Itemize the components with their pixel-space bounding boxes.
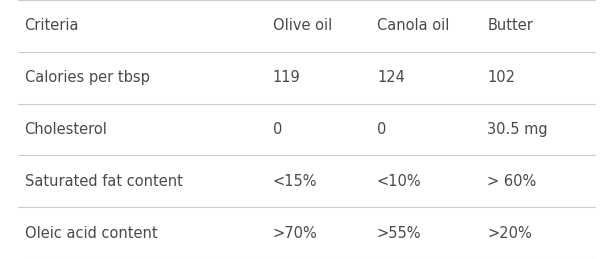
Text: >20%: >20% [487, 226, 532, 241]
Text: > 60%: > 60% [487, 174, 536, 189]
Text: 30.5 mg: 30.5 mg [487, 122, 548, 137]
Text: Calories per tbsp: Calories per tbsp [25, 70, 150, 85]
Text: 102: 102 [487, 70, 516, 85]
Text: Saturated fat content: Saturated fat content [25, 174, 183, 189]
Text: Oleic acid content: Oleic acid content [25, 226, 157, 241]
Text: Olive oil: Olive oil [273, 18, 332, 33]
Text: Canola oil: Canola oil [377, 18, 449, 33]
Text: >70%: >70% [273, 226, 318, 241]
Text: 124: 124 [377, 70, 405, 85]
Text: Criteria: Criteria [25, 18, 79, 33]
Text: 0: 0 [273, 122, 282, 137]
Text: 0: 0 [377, 122, 386, 137]
Text: Cholesterol: Cholesterol [25, 122, 107, 137]
Text: >55%: >55% [377, 226, 422, 241]
Text: 119: 119 [273, 70, 300, 85]
Text: <15%: <15% [273, 174, 318, 189]
Text: <10%: <10% [377, 174, 422, 189]
Text: Butter: Butter [487, 18, 533, 33]
